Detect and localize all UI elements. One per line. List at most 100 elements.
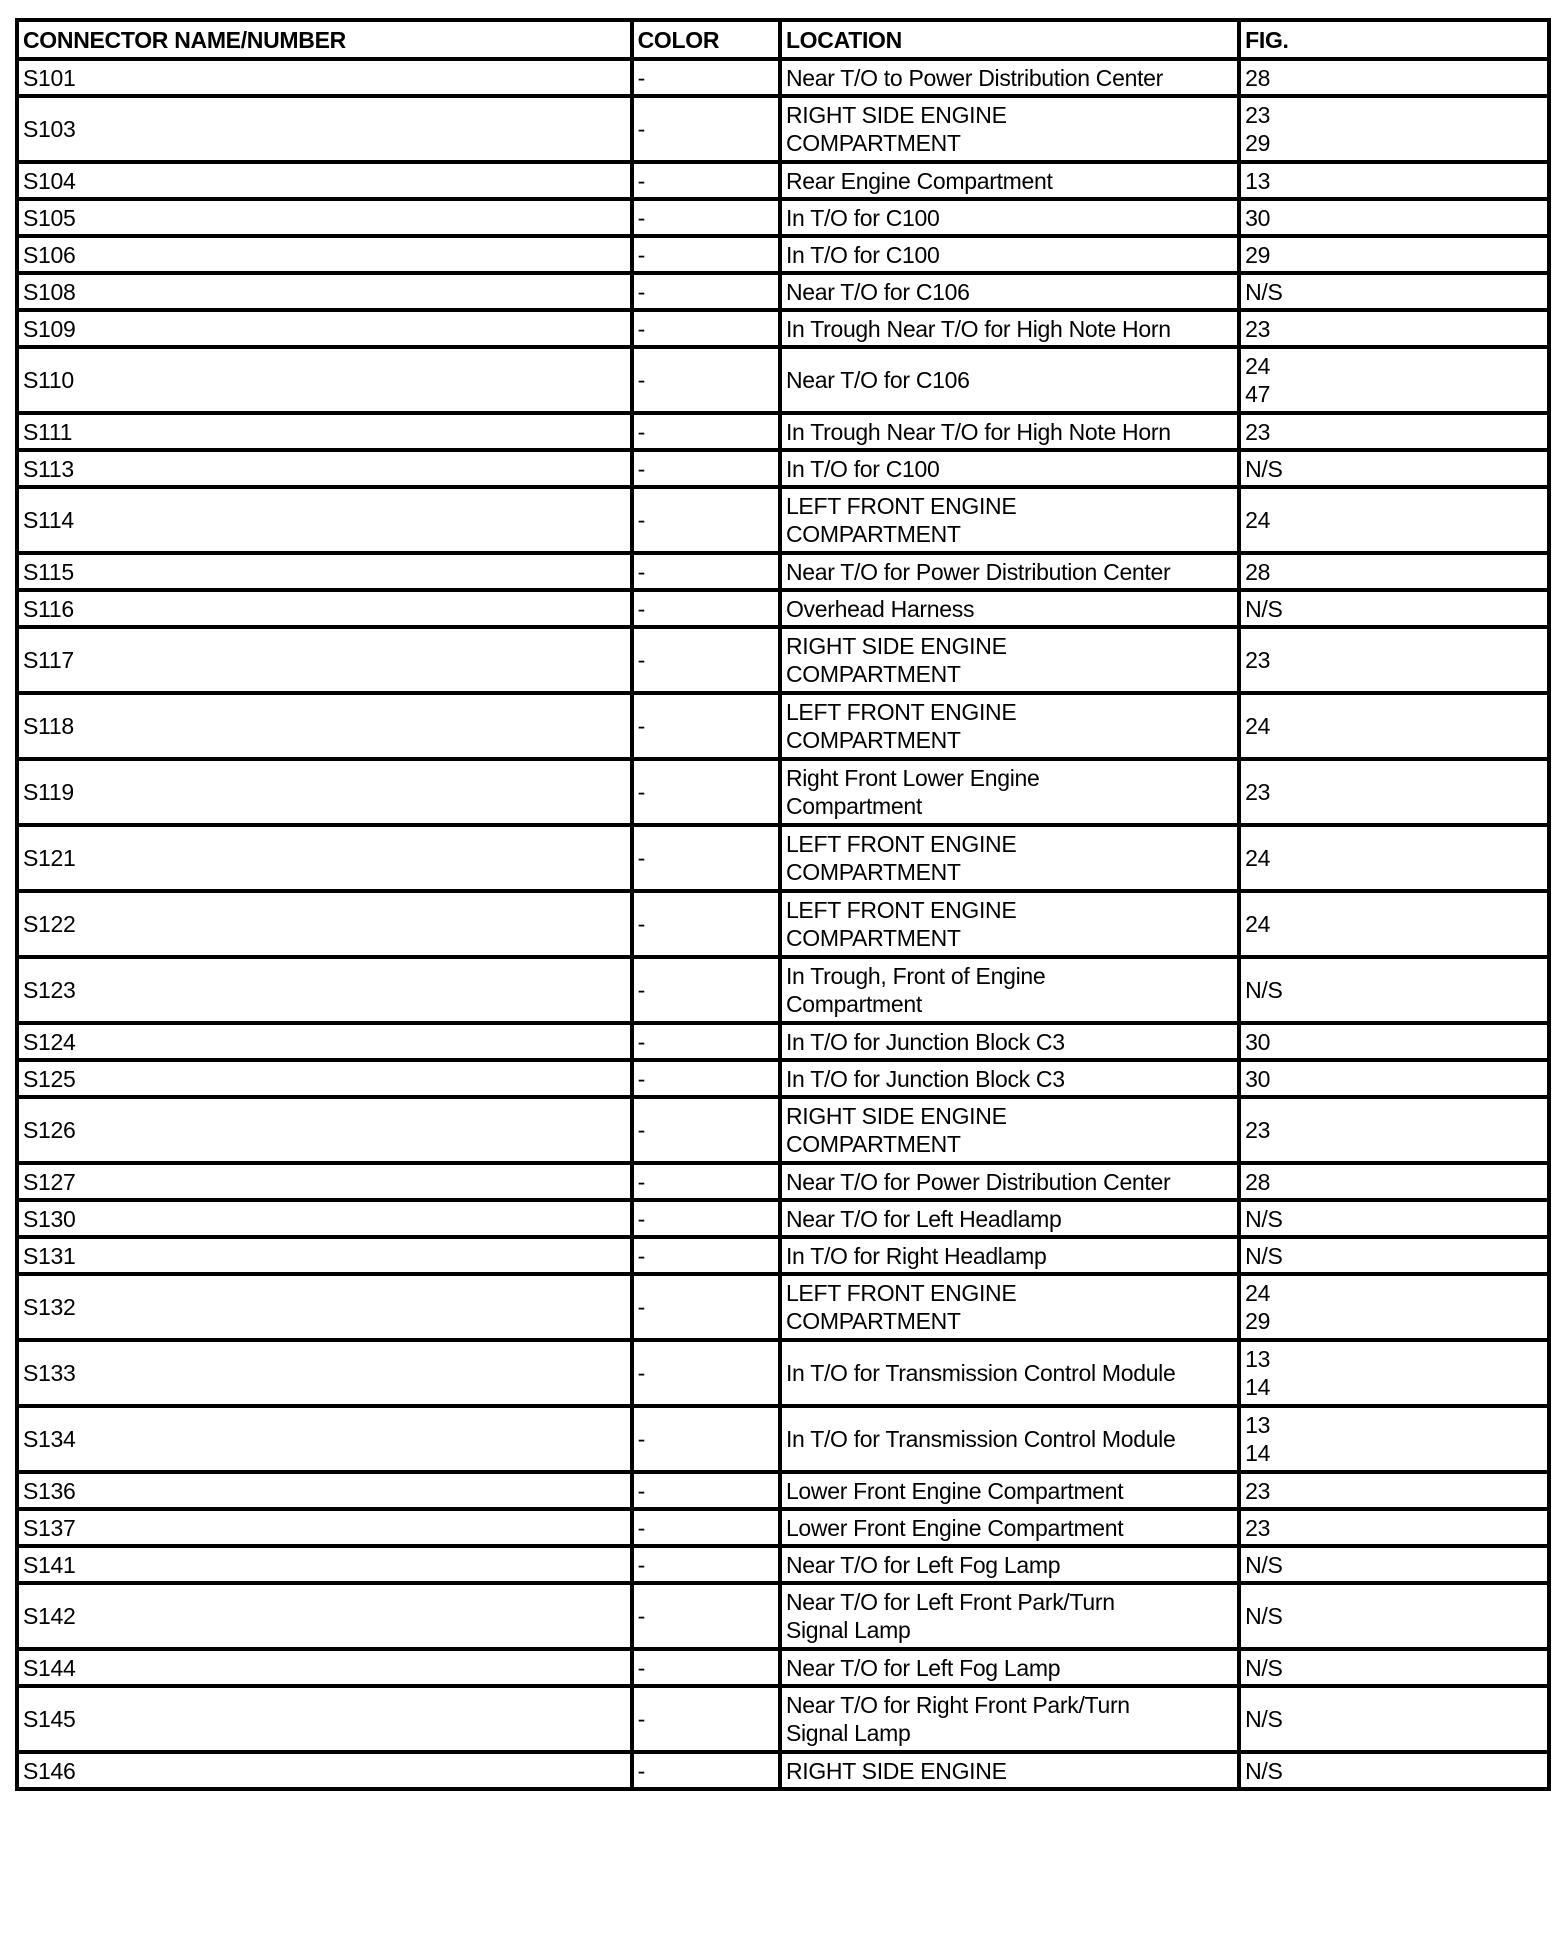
table-row: S141- Near T/O for Left Fog Lamp N/S [15,1544,1551,1585]
table-row: S122- LEFT FRONT ENGINE COMPARTMENT 24 [15,889,1551,959]
connector-location: In T/O for C100 [777,197,1242,238]
connector-fig: 23 [1237,411,1551,452]
connector-color: - [629,1507,782,1548]
fig-line: 13 [1245,1412,1271,1438]
connector-name: S133 [15,1338,634,1408]
connector-location: Near T/O for Left Fog Lamp [777,1647,1242,1688]
header-row: CONNECTOR NAME/NUMBER COLOR LOCATION FIG… [15,18,1551,61]
location-line: Near T/O for C106 [785,367,970,393]
connector-name: S123 [15,955,634,1025]
connector-location: Near T/O for Left Front Park/Turn Signal … [777,1581,1242,1651]
fig-line: N/S [1245,455,1283,482]
fig-line: 24 [1245,353,1271,379]
connector-fig: N/S [1237,1581,1551,1651]
fig-line: 13 [1245,1346,1271,1372]
location-line: COMPARTMENT [785,859,961,885]
connector-location: Lower Front Engine Compartment [777,1507,1242,1548]
connector-fig: 29 [1237,234,1551,275]
location-line: In T/O for Transmission Control Module [785,1426,1176,1452]
table-row: S108- Near T/O for C106 N/S [15,271,1551,312]
fig-line: N/S [1245,1757,1283,1784]
table-row: S104- Rear Engine Compartment 13 [15,160,1551,201]
connector-name: S134 [15,1404,634,1474]
connector-color: - [629,160,782,201]
table-row: S132- LEFT FRONT ENGINE COMPARTMENT 24 29 [15,1272,1551,1342]
connector-color: - [629,889,782,959]
fig-line: 47 [1245,381,1271,407]
connector-name: S111 [15,411,634,452]
connector-location: RIGHT SIDE ENGINE COMPARTMENT [777,94,1242,164]
connector-name: S146 [15,1750,634,1791]
fig-line: 24 [1245,1280,1271,1306]
table-row: S136- Lower Front Engine Compartment 23 [15,1470,1551,1511]
location-line: LEFT FRONT ENGINE [785,699,1017,725]
location-line: Rear Engine Compartment [785,167,1053,194]
connector-color: - [629,1581,782,1651]
connector-name: S125 [15,1058,634,1099]
location-line: COMPARTMENT [785,1308,961,1334]
connector-name: S127 [15,1161,634,1202]
connector-name: S144 [15,1647,634,1688]
fig-line: 24 [1245,845,1271,871]
table-row: S130- Near T/O for Left Headlamp N/S [15,1198,1551,1239]
fig-line: 24 [1245,911,1271,937]
location-line: In T/O for Junction Block C3 [785,1065,1065,1092]
fig-line: 28 [1245,1168,1271,1195]
connector-name: S142 [15,1581,634,1651]
connector-location: In T/O for C100 [777,448,1242,489]
connector-color: - [629,1750,782,1791]
connector-fig: 24 47 [1237,345,1551,415]
location-line: Lower Front Engine Compartment [785,1477,1124,1504]
fig-line: 28 [1245,64,1271,91]
connector-color: - [629,691,782,761]
location-line: Near T/O for C106 [785,278,970,305]
table-row: S116- Overhead Harness N/S [15,588,1551,629]
connector-location: Lower Front Engine Compartment [777,1470,1242,1511]
location-line: Compartment [785,793,922,819]
connector-color: - [629,308,782,349]
location-line: COMPARTMENT [785,727,961,753]
connector-name: S121 [15,823,634,893]
connector-fig: 24 [1237,889,1551,959]
table-row: S101- Near T/O to Power Distribution Cent… [15,57,1551,98]
connector-location: Near T/O for C106 [777,345,1242,415]
connector-color: - [629,485,782,555]
connector-fig: N/S [1237,1647,1551,1688]
fig-line: 24 [1245,507,1271,533]
connector-fig: 13 [1237,160,1551,201]
location-line: LEFT FRONT ENGINE [785,1280,1017,1306]
table-row: S134- In T/O for Transmission Control Mod… [15,1404,1551,1474]
fig-line: N/S [1245,595,1283,622]
connector-location: Near T/O to Power Distribution Center [777,57,1242,98]
connector-fig: N/S [1237,1198,1551,1239]
fig-line: N/S [1245,1603,1283,1629]
fig-line: N/S [1245,278,1283,305]
connector-name: S108 [15,271,634,312]
connector-color: - [629,197,782,238]
connector-fig: 24 [1237,691,1551,761]
location-line: Lower Front Engine Compartment [785,1514,1124,1541]
connector-color: - [629,94,782,164]
connector-location: LEFT FRONT ENGINE COMPARTMENT [777,889,1242,959]
connector-color: - [629,1198,782,1239]
connector-color: - [629,1647,782,1688]
header-location: LOCATION [777,18,1242,61]
connector-name: S132 [15,1272,634,1342]
connector-location: Near T/O for Power Distribution Center [777,1161,1242,1202]
fig-line: 30 [1245,1028,1271,1055]
location-line: Compartment [785,991,922,1017]
location-line: Near T/O for Left Fog Lamp [785,1654,1061,1681]
connector-color: - [629,1544,782,1585]
location-line: Near T/O for Left Front Park/Turn [785,1589,1115,1615]
connector-color: - [629,411,782,452]
connector-fig: 13 14 [1237,1338,1551,1408]
location-line: Overhead Harness [785,595,975,622]
connector-fig: 23 [1237,308,1551,349]
table-row: S145- Near T/O for Right Front Park/Turn S… [15,1684,1551,1754]
location-line: RIGHT SIDE ENGINE [785,1757,1007,1784]
table-row: S137- Lower Front Engine Compartment 23 [15,1507,1551,1548]
connector-name: S109 [15,308,634,349]
connector-fig: 28 [1237,1161,1551,1202]
connector-fig: 23 [1237,625,1551,695]
fig-line: 13 [1245,167,1271,194]
